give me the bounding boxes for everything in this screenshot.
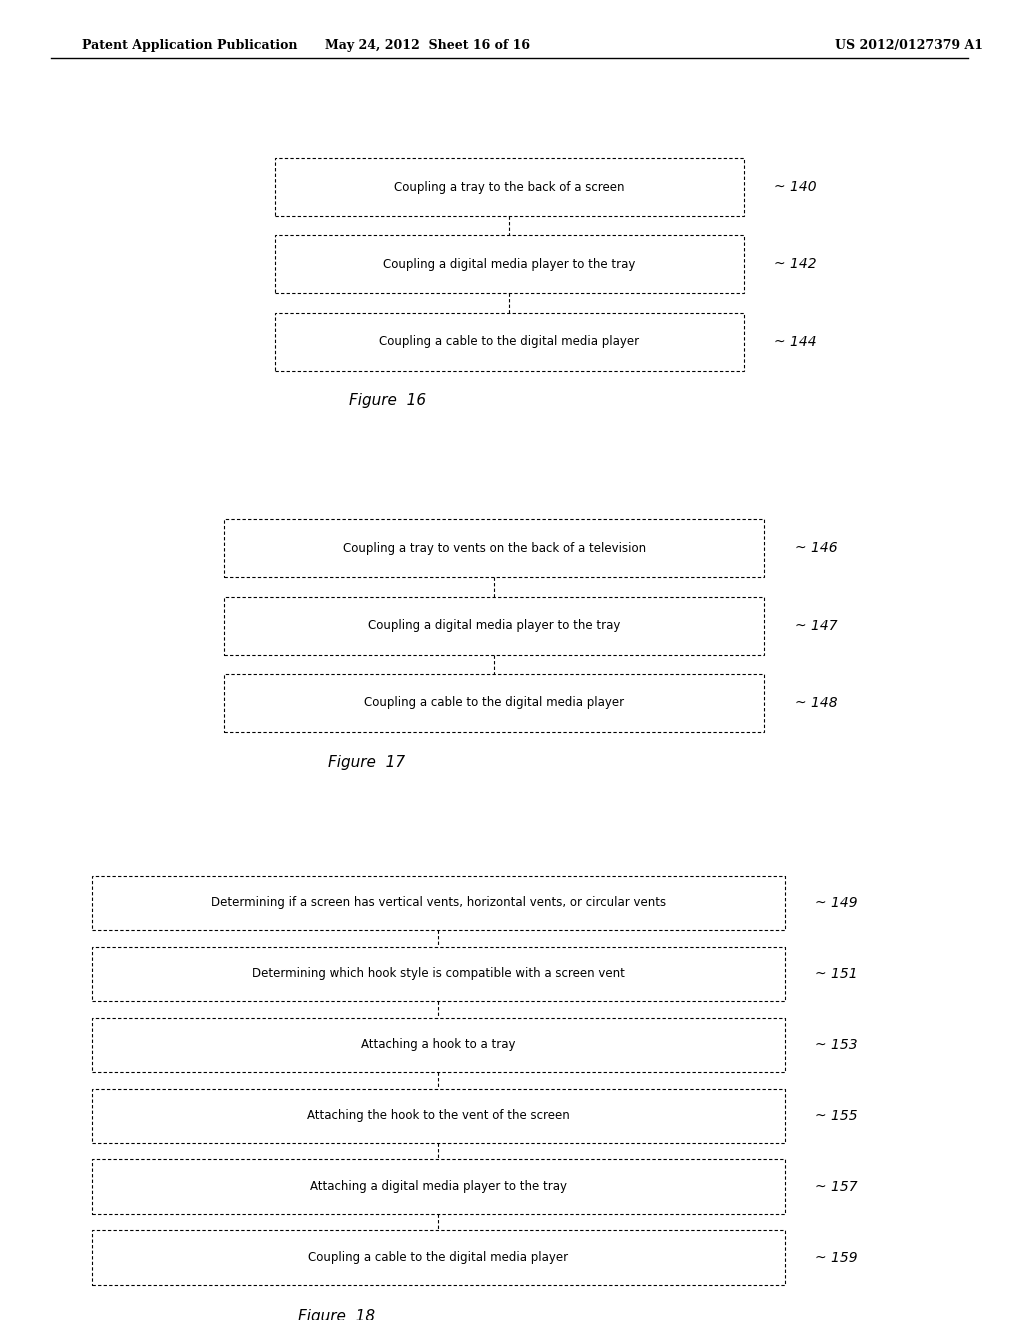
Text: ~ 157: ~ 157 xyxy=(815,1180,858,1193)
Text: ~ 149: ~ 149 xyxy=(815,896,858,909)
Text: Patent Application Publication: Patent Application Publication xyxy=(82,38,297,51)
FancyBboxPatch shape xyxy=(224,597,764,655)
FancyBboxPatch shape xyxy=(275,313,743,371)
FancyBboxPatch shape xyxy=(92,875,784,929)
Text: Figure  16: Figure 16 xyxy=(348,393,426,408)
Text: ~ 140: ~ 140 xyxy=(774,180,817,194)
Text: Coupling a digital media player to the tray: Coupling a digital media player to the t… xyxy=(368,619,621,632)
FancyBboxPatch shape xyxy=(224,519,764,577)
Text: US 2012/0127379 A1: US 2012/0127379 A1 xyxy=(836,38,983,51)
Text: Coupling a tray to vents on the back of a television: Coupling a tray to vents on the back of … xyxy=(343,541,646,554)
Text: May 24, 2012  Sheet 16 of 16: May 24, 2012 Sheet 16 of 16 xyxy=(326,38,530,51)
Text: ~ 153: ~ 153 xyxy=(815,1038,858,1052)
Text: ~ 159: ~ 159 xyxy=(815,1250,858,1265)
Text: Attaching a digital media player to the tray: Attaching a digital media player to the … xyxy=(309,1180,566,1193)
Text: Determining if a screen has vertical vents, horizontal vents, or circular vents: Determining if a screen has vertical ven… xyxy=(211,896,666,909)
Text: Coupling a tray to the back of a screen: Coupling a tray to the back of a screen xyxy=(394,181,625,194)
FancyBboxPatch shape xyxy=(92,946,784,1001)
FancyBboxPatch shape xyxy=(275,235,743,293)
FancyBboxPatch shape xyxy=(224,675,764,731)
Text: Determining which hook style is compatible with a screen vent: Determining which hook style is compatib… xyxy=(252,968,625,981)
Text: Figure  17: Figure 17 xyxy=(329,755,406,770)
Text: Attaching the hook to the vent of the screen: Attaching the hook to the vent of the sc… xyxy=(307,1109,569,1122)
Text: Coupling a cable to the digital media player: Coupling a cable to the digital media pl… xyxy=(379,335,639,348)
Text: Coupling a cable to the digital media player: Coupling a cable to the digital media pl… xyxy=(308,1251,568,1265)
Text: Coupling a digital media player to the tray: Coupling a digital media player to the t… xyxy=(383,257,636,271)
Text: ~ 148: ~ 148 xyxy=(795,696,838,710)
FancyBboxPatch shape xyxy=(92,1018,784,1072)
FancyBboxPatch shape xyxy=(92,1089,784,1143)
FancyBboxPatch shape xyxy=(92,1230,784,1284)
Text: ~ 151: ~ 151 xyxy=(815,966,858,981)
Text: Figure  18: Figure 18 xyxy=(298,1309,375,1320)
Text: Coupling a cable to the digital media player: Coupling a cable to the digital media pl… xyxy=(365,697,625,709)
Text: ~ 147: ~ 147 xyxy=(795,619,838,632)
Text: Attaching a hook to a tray: Attaching a hook to a tray xyxy=(360,1039,515,1051)
Text: ~ 146: ~ 146 xyxy=(795,541,838,556)
Text: ~ 155: ~ 155 xyxy=(815,1109,858,1122)
FancyBboxPatch shape xyxy=(92,1159,784,1213)
Text: ~ 142: ~ 142 xyxy=(774,257,817,272)
Text: ~ 144: ~ 144 xyxy=(774,335,817,348)
FancyBboxPatch shape xyxy=(275,158,743,216)
